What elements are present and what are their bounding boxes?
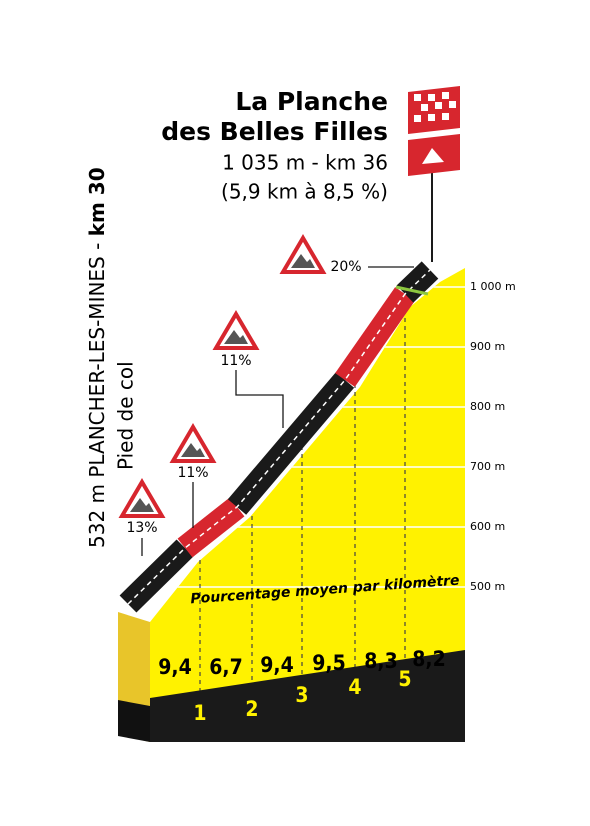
- sign-label: 11%: [220, 353, 251, 369]
- checkered-flag: [408, 86, 460, 134]
- profile-fill: [150, 268, 465, 700]
- km-marker: 2: [245, 697, 258, 721]
- sign-label: 20%: [330, 259, 361, 275]
- start-km: km 30: [85, 167, 109, 236]
- start-label: 532 m PLANCHER-LES-MINES - km 30: [85, 167, 109, 548]
- km-gradient: 9,5: [312, 651, 345, 675]
- finish-line: [395, 285, 429, 296]
- altitude-label: 1 000 m: [470, 280, 516, 293]
- subtitle: 1 035 m - km 36: [222, 151, 388, 175]
- sign-leaders: [141, 266, 414, 556]
- km-gradient: 8,2: [412, 647, 445, 671]
- km-marker: 5: [398, 667, 411, 691]
- start-note: Pied de col: [114, 361, 138, 470]
- altitude-label: 800 m: [470, 400, 505, 413]
- km-gradient: 6,7: [209, 655, 242, 679]
- km-gradient: 9,4: [158, 655, 191, 679]
- km-gradient: 8,3: [364, 649, 397, 673]
- km-gradient: 9,4: [260, 653, 293, 677]
- sign-label: 11%: [177, 465, 208, 481]
- km-marker: 1: [193, 701, 206, 725]
- detail: (5,9 km à 8,5 %): [221, 180, 388, 204]
- km-marker: 4: [348, 675, 361, 699]
- base-front: [118, 700, 150, 742]
- title: La Planche: [235, 87, 388, 116]
- altitude-label: 900 m: [470, 340, 505, 353]
- km-marker: 3: [295, 683, 308, 707]
- km-lines: [199, 310, 406, 700]
- altitude-label: 700 m: [470, 460, 505, 473]
- warning-signs: [118, 234, 327, 518]
- title: des Belles Filles: [161, 117, 388, 146]
- sign-label: 13%: [126, 520, 157, 536]
- start-place: 532 m PLANCHER-LES-MINES -: [85, 236, 109, 548]
- summit-sign: [408, 134, 460, 176]
- altitude-label: 500 m: [470, 580, 505, 593]
- altitude-label: 600 m: [470, 520, 505, 533]
- base-band: [150, 698, 465, 742]
